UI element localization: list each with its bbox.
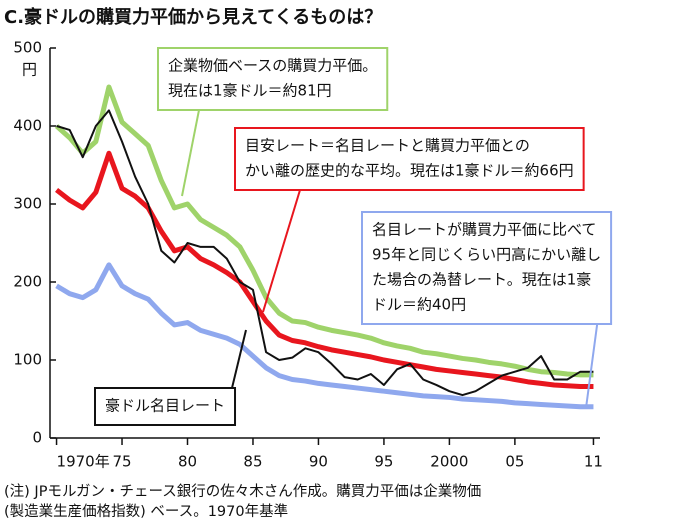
x-tick-label: 1970年 xyxy=(57,453,110,471)
y-tick-label: 500 xyxy=(13,39,42,57)
callout-box xyxy=(94,387,237,426)
x-tick-label: 11 xyxy=(584,453,603,471)
callout-box xyxy=(157,47,389,111)
y-tick-label: 300 xyxy=(13,195,42,213)
callout-pointer xyxy=(181,104,201,197)
callout-text: 名目レートが購買力平価に比べて xyxy=(372,221,596,239)
y-tick-label: 400 xyxy=(13,117,42,135)
callout-box xyxy=(361,211,613,325)
chart-title: C.豪ドルの購買力平価から見えてくるものは？ xyxy=(4,6,382,28)
x-tick-label: 2000 xyxy=(430,453,468,471)
series-line xyxy=(55,150,594,390)
y-unit: 円 xyxy=(22,61,37,79)
series-line xyxy=(54,84,594,378)
callout-text: 企業物価ベースの購買力平価。 xyxy=(168,57,377,75)
callout-text: ドル＝約40円 xyxy=(372,296,466,314)
callout-text: 現在は1豪ドル＝約81円 xyxy=(168,82,332,100)
callout-box xyxy=(234,127,585,191)
series-line xyxy=(56,109,594,397)
callout-text: かい離の歴史的な平均。現在は1豪ドル＝約66円 xyxy=(245,162,574,180)
note: (製造業生産価格指数) ベース。1970年基準 xyxy=(4,503,288,520)
callout-pointer xyxy=(231,329,247,389)
x-tick-label: 80 xyxy=(178,453,197,471)
note: (注) JPモルガン・チェース銀行の佐々木さん作成。購買力平価は企業物価 xyxy=(4,482,481,500)
x-tick-label: 75 xyxy=(112,453,131,471)
callout-pointer xyxy=(585,317,599,409)
x-tick-label: 05 xyxy=(505,453,524,471)
y-tick-label: 200 xyxy=(13,273,42,291)
callout-text: た場合の為替レート。現在は1豪 xyxy=(372,271,591,289)
series-line xyxy=(55,262,594,410)
y-tick-label: 0 xyxy=(32,429,42,447)
x-tick-label: 90 xyxy=(309,453,328,471)
callout-text: 豪ドル名目レート xyxy=(105,397,225,415)
callout-text: 目安レート＝名目レートと購買力平価との xyxy=(245,137,530,155)
callout-pointer xyxy=(262,189,301,313)
x-tick-label: 95 xyxy=(374,453,393,471)
x-tick-label: 85 xyxy=(243,453,262,471)
callout-text: 95年と同じくらい円高にかい離し xyxy=(372,246,601,264)
y-tick-label: 100 xyxy=(13,351,42,369)
